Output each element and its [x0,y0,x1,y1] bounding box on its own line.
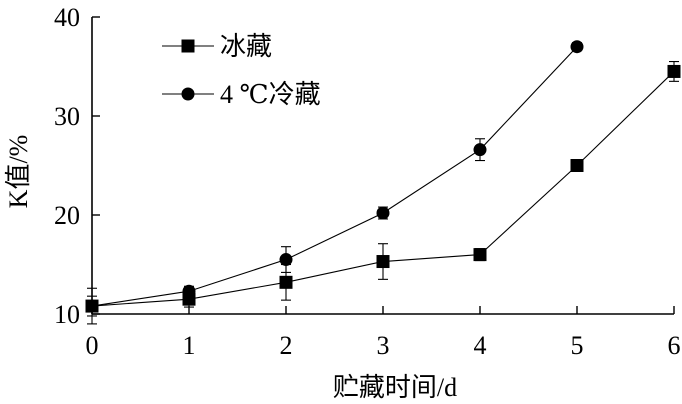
legend-label: 冰藏 [220,32,272,61]
legend: 冰藏 4 ℃冷藏 [162,32,321,109]
data-point [182,284,196,298]
x-tick-label: 0 [86,331,99,360]
y-tick-label: 40 [54,3,80,32]
ticks: 10 20 30 40 0 1 2 3 4 5 6 [54,3,681,360]
y-axis-title: K值/% [4,135,33,209]
y-tick-label: 20 [54,201,80,230]
data-point [570,159,584,172]
data-point [85,299,99,313]
x-tick-label: 5 [571,331,584,360]
legend-item: 冰藏 [162,32,272,61]
legend-marker [181,39,195,53]
data-point [570,40,584,54]
data-point [376,255,390,269]
data-point [473,248,487,262]
series-layer [85,40,681,325]
x-tick-label: 6 [668,331,681,360]
series-2 [85,40,584,317]
y-tick-label: 10 [54,300,80,329]
legend-label: 4 ℃冷藏 [220,80,321,109]
series-1 [85,60,681,325]
legend-item: 4 ℃冷藏 [162,80,321,109]
x-tick-label: 4 [474,331,487,360]
legend-marker [181,87,195,101]
data-point [279,253,293,267]
x-tick-label: 2 [280,331,293,360]
x-axis-title: 贮藏时间/d [333,373,457,402]
series-line [91,46,578,307]
data-point [279,275,293,289]
y-tick-label: 30 [54,102,80,131]
x-tick-label: 3 [377,331,390,360]
data-point [667,64,681,78]
data-point [473,143,487,157]
data-point [376,206,390,220]
x-tick-label: 1 [183,331,196,360]
